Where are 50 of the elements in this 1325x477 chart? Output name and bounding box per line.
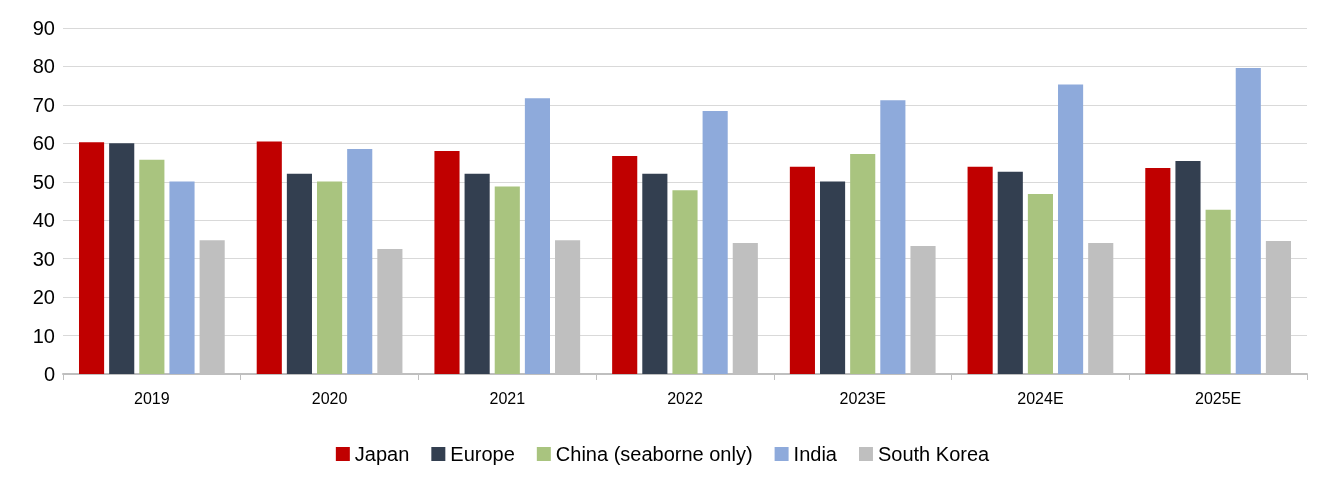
bar <box>494 186 520 374</box>
bar <box>1058 84 1084 374</box>
bar <box>256 141 282 374</box>
bar <box>1205 209 1231 374</box>
x-tick-label: 2020 <box>311 389 348 407</box>
bar <box>612 156 638 374</box>
bar <box>672 190 698 374</box>
bar <box>434 151 460 374</box>
bar <box>642 173 668 374</box>
legend-label: India <box>793 443 838 465</box>
bar <box>1235 67 1261 374</box>
bar <box>880 100 906 374</box>
y-tick-label: 30 <box>32 247 55 270</box>
bar <box>286 173 312 374</box>
x-tick-label: 2023E <box>839 389 886 407</box>
bar <box>169 181 195 374</box>
bar <box>1027 194 1053 374</box>
y-tick-label: 50 <box>32 170 55 193</box>
y-tick-label: 0 <box>43 363 55 385</box>
bar <box>850 154 876 374</box>
legend-label: South Korea <box>877 443 991 465</box>
bar <box>997 171 1023 374</box>
legend-label: Europe <box>450 443 515 465</box>
bar <box>347 149 373 374</box>
x-tick-label: 2021 <box>489 389 526 407</box>
y-tick-label: 20 <box>32 286 55 309</box>
bar <box>967 166 993 374</box>
bar <box>820 181 846 374</box>
bar <box>1145 167 1171 374</box>
bar <box>139 159 165 374</box>
legend-label: China (seaborne only) <box>555 443 753 465</box>
x-tick-label: 2019 <box>134 389 170 407</box>
y-tick-label: 60 <box>32 132 55 155</box>
y-tick-label: 70 <box>32 93 55 116</box>
x-tick-label: 2025E <box>1195 389 1242 407</box>
y-tick-label: 80 <box>32 55 55 78</box>
bar <box>78 142 105 374</box>
y-tick-label: 90 <box>32 17 55 39</box>
y-tick-label: 40 <box>32 209 55 232</box>
bar <box>464 173 490 374</box>
x-tick-label: 2024E <box>1017 389 1064 407</box>
legend-label: Japan <box>354 443 410 465</box>
bar <box>1175 161 1201 374</box>
bar <box>317 181 343 374</box>
bar <box>109 143 135 374</box>
x-tick-label: 2022 <box>667 389 703 407</box>
y-tick-label: 10 <box>32 324 55 347</box>
bar <box>789 166 815 374</box>
bar <box>702 111 728 374</box>
bar <box>524 98 550 374</box>
